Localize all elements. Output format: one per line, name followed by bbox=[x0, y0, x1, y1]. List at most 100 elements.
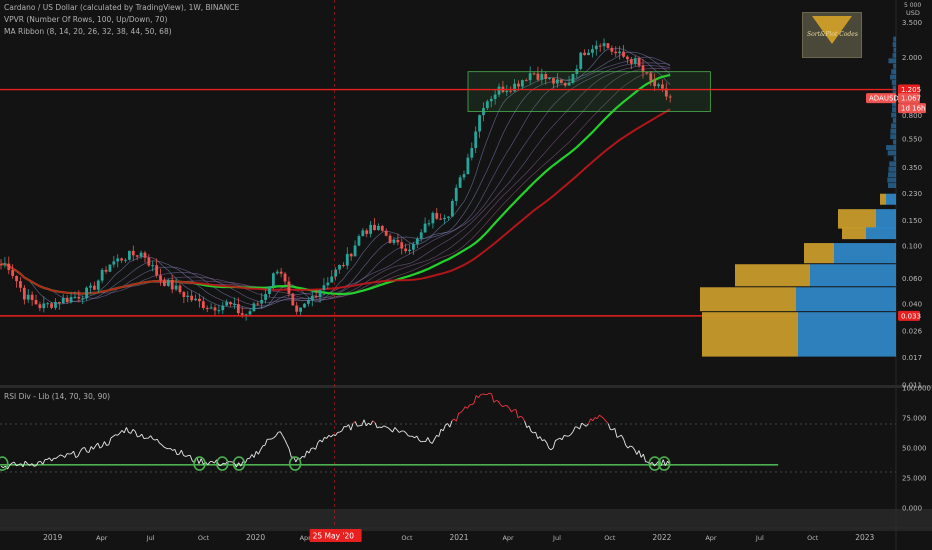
rsi-segment bbox=[207, 461, 211, 466]
rsi-segment bbox=[62, 455, 66, 458]
rsi-segment bbox=[198, 458, 202, 464]
candle-body bbox=[450, 200, 454, 217]
candle-body bbox=[661, 84, 664, 89]
divergence-marker-icon bbox=[232, 456, 246, 471]
candle-body bbox=[384, 230, 388, 236]
rsi-segment bbox=[112, 434, 116, 437]
vpvr-up-bar bbox=[876, 209, 896, 229]
candle-body bbox=[73, 296, 77, 298]
rsi-segment bbox=[108, 437, 112, 445]
rsi-segment bbox=[564, 434, 567, 437]
rsi-segment bbox=[183, 455, 186, 457]
candle-body bbox=[15, 275, 18, 282]
rsi-legend[interactable]: RSI Div - Lib (14, 70, 30, 90) bbox=[4, 392, 111, 401]
countdown-tag: 1d 16h bbox=[901, 105, 925, 113]
rsi-segment bbox=[253, 451, 257, 458]
rsi-segment bbox=[121, 430, 125, 434]
candle-body bbox=[143, 252, 147, 258]
rsi-segment bbox=[638, 450, 642, 458]
rsi-segment bbox=[581, 422, 585, 426]
candle-body bbox=[209, 307, 213, 309]
rsi-segment bbox=[13, 461, 17, 467]
rsi-segment bbox=[478, 394, 481, 399]
rsi-segment bbox=[57, 454, 61, 457]
rsi-segment bbox=[594, 417, 598, 419]
rsi-segment bbox=[33, 465, 37, 467]
rsi-segment bbox=[282, 435, 286, 440]
rsi-segment bbox=[148, 435, 151, 439]
candle-body bbox=[19, 281, 22, 288]
time-tick-label: Apr bbox=[96, 534, 108, 542]
candle-body bbox=[579, 52, 583, 69]
vpvr-legend[interactable]: VPVR (Number Of Rows, 100, Up/Down, 70) bbox=[4, 15, 168, 24]
rsi-segment bbox=[621, 434, 624, 440]
rsi-segment bbox=[75, 455, 79, 459]
rsi-segment bbox=[7, 464, 11, 470]
rsi-segment bbox=[60, 454, 63, 457]
candle-body bbox=[108, 264, 112, 272]
rsi-segment bbox=[163, 446, 167, 449]
rsi-segment bbox=[315, 442, 319, 450]
candle-body bbox=[353, 245, 357, 257]
rsi-segment bbox=[489, 392, 492, 395]
candle-body bbox=[439, 218, 443, 220]
rsi-segment bbox=[561, 435, 565, 440]
rsi-segment bbox=[335, 432, 338, 436]
candle-body bbox=[283, 273, 287, 282]
candle-body bbox=[435, 212, 439, 219]
logo-triangle-icon bbox=[812, 16, 852, 44]
rsi-segment bbox=[372, 420, 376, 424]
time-tick-label: Jul bbox=[552, 534, 561, 542]
rsi-segment bbox=[341, 426, 345, 431]
rsi-tick-label: 100.000 bbox=[902, 385, 931, 393]
divergence-marker-icon bbox=[288, 456, 302, 471]
candle-body bbox=[22, 287, 26, 300]
rsi-segment bbox=[20, 463, 24, 468]
rsi-segment bbox=[539, 436, 543, 441]
vpvr-down-bar bbox=[838, 209, 876, 229]
time-tick-label: Oct bbox=[807, 534, 819, 542]
candle-body bbox=[127, 250, 131, 260]
rsi-segment bbox=[170, 448, 173, 451]
ma-ribbon-legend[interactable]: MA Ribbon (8, 14, 20, 26, 32, 38, 44, 50… bbox=[4, 27, 172, 36]
rsi-segment bbox=[552, 440, 556, 449]
rsi-segment bbox=[392, 427, 396, 433]
rsi-segment bbox=[662, 459, 666, 466]
rsi-segment bbox=[150, 435, 154, 440]
rsi-segment bbox=[414, 435, 418, 439]
rsi-segment bbox=[636, 450, 640, 455]
candle-body bbox=[96, 280, 100, 290]
rsi-segment bbox=[649, 461, 653, 465]
candle-body bbox=[571, 73, 575, 83]
candle-body bbox=[668, 96, 672, 98]
rsi-segment bbox=[82, 447, 85, 449]
rsi-segment bbox=[115, 434, 118, 436]
rsi-segment bbox=[71, 450, 74, 454]
rsi-segment bbox=[154, 438, 158, 441]
rsi-segment bbox=[603, 418, 607, 422]
candle-body bbox=[81, 298, 85, 300]
divergence-marker-icon bbox=[648, 456, 662, 471]
candle-body bbox=[513, 83, 516, 92]
candle-body bbox=[458, 177, 462, 188]
price-tick-label: 0.100 bbox=[902, 243, 922, 251]
candle-body bbox=[629, 59, 633, 64]
candle-body bbox=[474, 131, 478, 149]
vpvr-thin-bar bbox=[890, 134, 896, 140]
candle-body bbox=[163, 280, 166, 286]
rsi-segment bbox=[660, 459, 664, 466]
candle-body bbox=[454, 187, 458, 201]
candle-body bbox=[303, 303, 306, 308]
chart-title: Cardano / US Dollar (calculated by Tradi… bbox=[4, 3, 240, 12]
rsi-segment bbox=[497, 400, 501, 405]
divergence-marker-icon bbox=[657, 456, 671, 471]
rsi-segment bbox=[385, 426, 389, 429]
time-tick-label: 2019 bbox=[43, 533, 62, 542]
candle-body bbox=[489, 98, 493, 102]
logo-text: Sort&Plot Codes bbox=[807, 31, 858, 38]
candle-body bbox=[598, 45, 602, 47]
rsi-segment bbox=[471, 402, 475, 406]
candle-body bbox=[3, 263, 7, 265]
rsi-segment bbox=[73, 451, 77, 458]
